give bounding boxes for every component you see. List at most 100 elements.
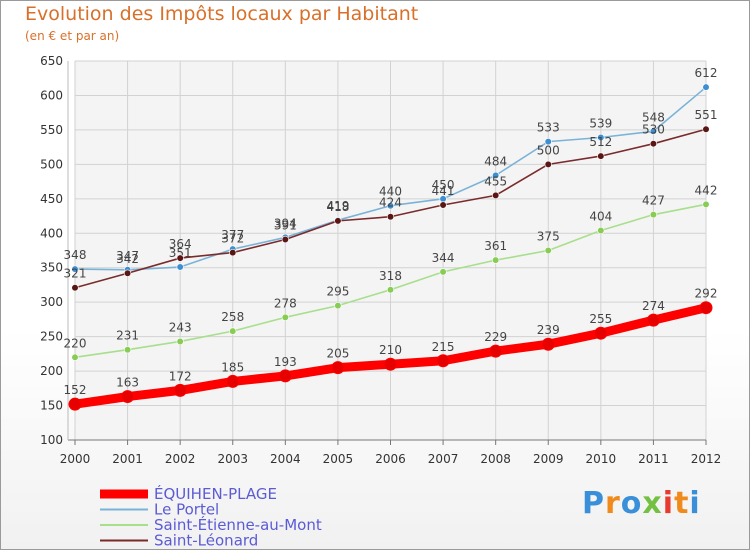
data-point [123,346,132,354]
data-label: 243 [169,320,192,334]
x-tick-label: 2000 [60,452,91,466]
data-point [71,284,79,292]
data-label: 440 [379,185,402,199]
data-point [492,191,500,199]
data-label: 424 [379,196,402,210]
data-label: 500 [537,143,560,157]
logo-letter: x [642,486,663,521]
data-label: 351 [169,246,192,260]
data-point [492,171,500,179]
data-point [699,301,713,315]
data-label: 419 [326,199,349,213]
data-label: 548 [642,110,665,124]
data-label: 274 [642,299,665,313]
logo-letter: r [605,486,621,521]
data-label: 321 [64,267,87,281]
data-label: 185 [221,360,244,374]
x-tick-label: 2007 [428,452,459,466]
logo-letter: t [674,486,690,521]
data-point [702,200,710,208]
data-label: 152 [64,383,87,397]
data-point [594,326,608,340]
data-label: 539 [589,116,612,130]
x-tick-label: 2008 [480,452,511,466]
data-point [702,83,710,91]
data-point [386,202,395,210]
x-tick-label: 2010 [586,452,617,466]
logo-letter: o [620,486,643,521]
x-tick-label: 2004 [270,452,301,466]
proxiti-logo: Proxiti [582,486,701,521]
data-label: 348 [64,248,87,262]
data-label: 231 [116,329,139,343]
data-label: 229 [484,330,507,344]
data-label: 375 [537,230,560,244]
data-label: 295 [326,285,349,299]
data-label: 533 [537,121,560,135]
data-label: 255 [589,312,612,326]
data-point [278,369,292,383]
data-label: 391 [274,218,297,232]
x-tick-label: 2002 [165,452,196,466]
x-tick-label: 2005 [323,452,354,466]
y-tick-label: 500 [40,157,63,171]
data-label: 239 [537,323,560,337]
data-label: 347 [116,249,139,263]
data-label: 450 [432,178,455,192]
data-label: 361 [484,239,507,253]
data-point [386,286,395,294]
data-point [331,361,345,375]
x-tick-label: 2006 [375,452,406,466]
y-tick-label: 100 [40,433,63,447]
x-tick-label: 2012 [691,452,722,466]
y-tick-label: 450 [40,192,63,206]
data-label: 205 [326,347,349,361]
x-tick-label: 2001 [112,452,143,466]
y-tick-label: 550 [40,123,63,137]
data-label: 215 [432,340,455,354]
data-point [281,313,289,321]
data-point [597,152,605,160]
y-tick-label: 250 [40,330,63,344]
data-label: 344 [432,251,455,265]
data-point [386,213,395,221]
data-point [436,354,450,368]
logo-letter: P [582,486,605,521]
data-point [649,127,658,135]
data-point [492,256,500,264]
y-tick-label: 350 [40,261,63,275]
data-label: 442 [695,183,718,197]
data-point [597,133,605,142]
y-tick-label: 200 [40,364,63,378]
data-point [176,337,184,346]
data-label: 172 [169,369,192,383]
data-label: 551 [695,108,718,122]
logo-letter: i [662,486,675,521]
chart-title: Evolution des Impôts locaux par Habitant [25,3,419,25]
legend-label: ÉQUIHEN-PLAGE [154,484,277,503]
data-point [334,217,342,225]
y-tick-label: 300 [40,295,63,309]
data-point [541,337,555,351]
data-label: 427 [642,194,665,208]
data-label: 220 [64,336,87,350]
data-label: 484 [484,154,507,168]
data-point [281,235,289,244]
data-point [226,374,240,388]
data-label: 512 [589,135,612,149]
data-point [702,125,710,133]
y-tick-label: 400 [40,226,63,240]
data-label: 372 [221,232,244,246]
data-point [597,226,605,235]
chart-subtitle: (en € et par an) [25,29,120,43]
data-point [123,269,132,277]
data-point [229,248,237,257]
data-label: 441 [432,184,455,198]
data-label: 258 [221,310,244,324]
y-tick-label: 150 [40,399,63,413]
data-label: 404 [589,210,612,224]
data-label: 530 [642,123,665,137]
legend-label: Saint-Léonard [154,532,258,550]
data-point [439,268,447,276]
